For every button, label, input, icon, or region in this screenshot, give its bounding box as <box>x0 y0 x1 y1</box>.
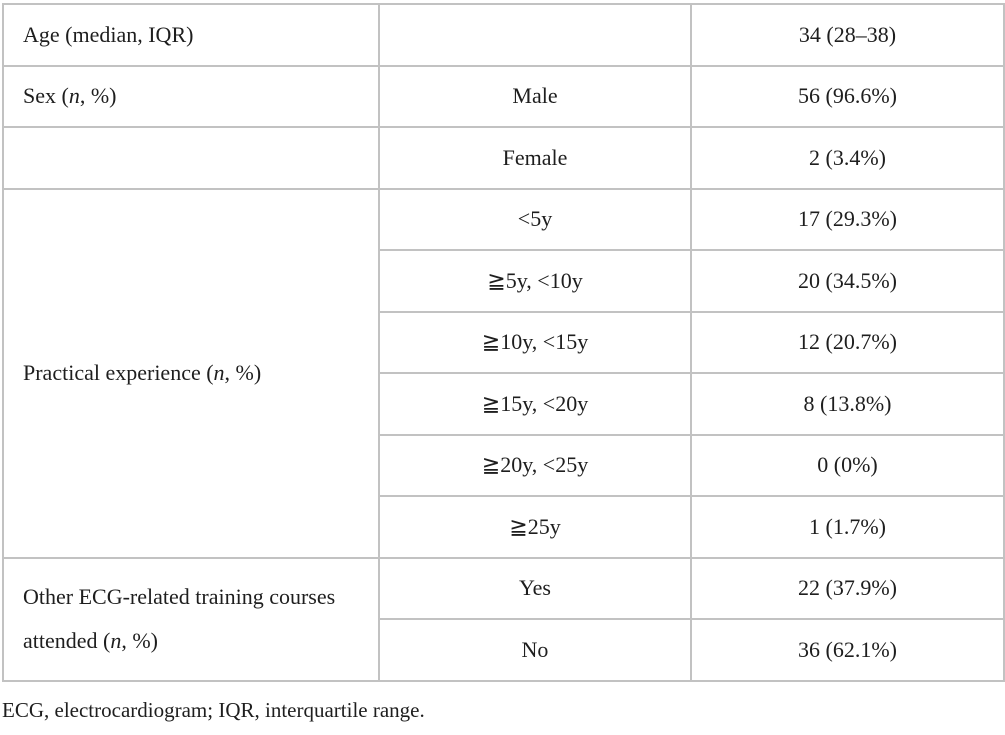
value-cell: 22 (37.9%) <box>690 556 1005 620</box>
row-label-text: , %) <box>224 360 262 385</box>
category-cell: No <box>378 618 692 682</box>
value-cell: 12 (20.7%) <box>690 310 1005 374</box>
value-cell: 8 (13.8%) <box>690 372 1005 436</box>
category-cell: Male <box>378 64 692 128</box>
row-label-italic-n: n <box>68 83 80 109</box>
row-label-age: Age (median, IQR) <box>2 3 380 67</box>
row-label-text: , %) <box>121 628 159 653</box>
row-label-text: , %) <box>79 83 117 109</box>
value-cell: 0 (0%) <box>690 433 1005 497</box>
category-cell: Yes <box>378 556 692 620</box>
category-cell: ≧20y, <25y <box>378 433 692 497</box>
category-cell: Female <box>378 126 692 190</box>
category-cell: ≧15y, <20y <box>378 372 692 436</box>
value-cell: 1 (1.7%) <box>690 495 1005 559</box>
row-label-italic-n: n <box>213 360 225 385</box>
participant-demographics-table: Age (median, IQR) 34 (28–38) Sex (n, %) … <box>2 3 1005 682</box>
row-label-practical-experience: Practical experience (n, %) <box>2 187 380 559</box>
value-cell: 34 (28–38) <box>690 3 1005 67</box>
row-label-text: Age (median, IQR) <box>23 21 194 47</box>
table-row: Female 2 (3.4%) <box>2 126 1005 190</box>
table-row: Practical experience (n, %) <5y 17 (29.3… <box>2 187 1005 559</box>
table-row: ≧5y, <10y 20 (34.5%) <box>3 249 1005 313</box>
table-row: ≧20y, <25y 0 (0%) <box>3 433 1005 497</box>
value-cell: 20 (34.5%) <box>690 249 1005 313</box>
row-label-empty <box>2 126 380 190</box>
value-cell: 17 (29.3%) <box>690 187 1005 251</box>
row-label-text: Practical experience ( <box>23 360 214 385</box>
category-cell: ≧25y <box>378 495 692 559</box>
category-cell: ≧5y, <10y <box>378 249 692 313</box>
category-cell: <5y <box>378 187 692 251</box>
row-label-text: Sex ( <box>23 83 69 109</box>
value-cell: 2 (3.4%) <box>690 126 1005 190</box>
table-row: Age (median, IQR) 34 (28–38) <box>2 3 1005 67</box>
table-row: ≧15y, <20y 8 (13.8%) <box>3 372 1005 436</box>
row-label-sex: Sex (n, %) <box>2 64 380 128</box>
row-label-other-training: Other ECG-related training courses atten… <box>2 556 380 682</box>
table-footnote: ECG, electrocardiogram; IQR, interquarti… <box>2 697 425 722</box>
category-cell-empty <box>378 3 692 67</box>
value-cell: 56 (96.6%) <box>690 64 1005 128</box>
category-cell: ≧10y, <15y <box>378 310 692 374</box>
table-row: Sex (n, %) Male 56 (96.6%) <box>2 64 1005 128</box>
row-label-italic-n: n <box>110 628 122 653</box>
table-row: ≧10y, <15y 12 (20.7%) <box>3 310 1005 374</box>
table-row: Other ECG-related training courses atten… <box>2 556 1005 682</box>
value-cell: 36 (62.1%) <box>690 618 1005 682</box>
table-row: No 36 (62.1%) <box>3 618 1005 682</box>
row-label-text: Other ECG-related training courses atten… <box>23 584 336 653</box>
table-row: ≧25y 1 (1.7%) <box>3 495 1005 559</box>
